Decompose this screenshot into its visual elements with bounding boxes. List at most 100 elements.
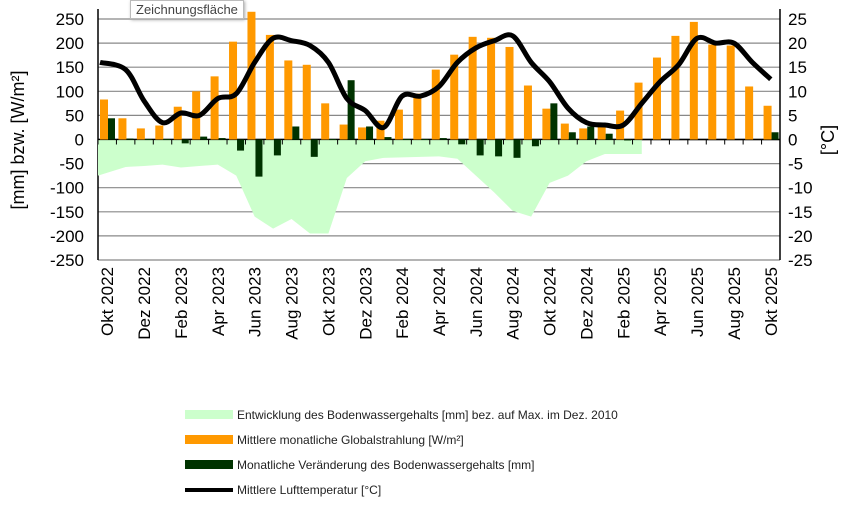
y2-tick-label: 20 bbox=[788, 34, 807, 53]
y-tick-label: 100 bbox=[56, 82, 84, 101]
soil-water-area bbox=[98, 139, 642, 234]
y2-tick-label: 5 bbox=[788, 106, 797, 125]
radiation-bar bbox=[265, 34, 274, 140]
legend-item-temperature: Mittlere Lufttemperatur [°C] bbox=[185, 477, 618, 502]
legend-item-radiation: Mittlere monatliche Globalstrahlung [W/m… bbox=[185, 427, 618, 452]
soil-change-bar bbox=[108, 118, 115, 140]
radiation-bar bbox=[652, 57, 661, 140]
legend-item-soil-change: Monatliche Veränderung des Bodenwasserge… bbox=[185, 452, 618, 477]
radiation-bar bbox=[487, 37, 496, 140]
radiation-bar bbox=[321, 103, 330, 140]
y-tick-label: -150 bbox=[50, 203, 84, 222]
soil-change-bar bbox=[144, 139, 152, 141]
y2-tick-label: -20 bbox=[788, 227, 813, 246]
radiation-bar bbox=[689, 21, 698, 140]
tooltip: Zeichnungsfläche bbox=[130, 0, 244, 19]
x-tick-label: Okt 2023 bbox=[319, 267, 338, 336]
legend-swatch bbox=[185, 460, 233, 469]
x-tick-label: Apr 2024 bbox=[430, 267, 449, 336]
radiation-bar bbox=[597, 126, 606, 140]
x-tick-label: Apr 2023 bbox=[209, 267, 228, 336]
soil-change-bar bbox=[273, 139, 281, 156]
chart: 250200150100500-50-100-150-200-250252015… bbox=[8, 9, 838, 340]
y2-tick-label: -25 bbox=[788, 251, 813, 270]
temperature-line bbox=[99, 32, 773, 131]
soil-change-bar bbox=[495, 139, 503, 157]
legend: Entwicklung des Bodenwassergehalts [mm] … bbox=[185, 402, 618, 502]
y-axis-title: [mm] bzw. [W/m²] bbox=[8, 71, 28, 210]
radiation-bar bbox=[468, 36, 477, 140]
x-tick-label: Aug 2023 bbox=[283, 267, 302, 340]
y2-tick-label: -10 bbox=[788, 179, 813, 198]
x-tick-label: Jun 2025 bbox=[688, 267, 707, 337]
y2-tick-label: -5 bbox=[788, 155, 803, 174]
radiation-bar bbox=[431, 69, 440, 140]
y-tick-label: 200 bbox=[56, 34, 84, 53]
soil-change-bar bbox=[366, 126, 374, 140]
soil-change-bar bbox=[255, 139, 263, 177]
radiation-bar bbox=[523, 85, 532, 140]
radiation-bar bbox=[579, 128, 588, 140]
radiation-bar bbox=[708, 44, 717, 140]
y-tick-label: 250 bbox=[56, 10, 84, 29]
soil-change-bar bbox=[587, 126, 595, 140]
legend-label: Monatliche Veränderung des Bodenwasserge… bbox=[237, 457, 535, 472]
x-tick-label: Okt 2025 bbox=[762, 267, 781, 336]
radiation-bar bbox=[394, 109, 403, 140]
radiation-bar bbox=[745, 86, 754, 140]
soil-change-bar bbox=[624, 139, 632, 141]
y-tick-label: -200 bbox=[50, 227, 84, 246]
radiation-bar bbox=[284, 60, 293, 140]
radiation-bar bbox=[726, 45, 735, 140]
radiation-bar bbox=[136, 128, 145, 140]
x-tick-label: Jun 2024 bbox=[467, 267, 486, 337]
y-tick-label: 150 bbox=[56, 58, 84, 77]
soil-change-bar bbox=[458, 139, 466, 145]
soil-change-bar bbox=[329, 139, 337, 141]
radiation-bar bbox=[339, 124, 348, 140]
legend-item-soil-water: Entwicklung des Bodenwassergehalts [mm] … bbox=[185, 402, 618, 427]
radiation-bar bbox=[560, 123, 569, 140]
x-tick-label: Okt 2022 bbox=[98, 267, 117, 336]
radiation-bar bbox=[155, 125, 164, 140]
radiation-bar bbox=[229, 41, 238, 140]
radiation-bar bbox=[173, 106, 182, 140]
soil-change-bar bbox=[347, 80, 355, 140]
soil-change-bar bbox=[439, 138, 447, 140]
radiation-bar bbox=[302, 64, 311, 140]
y2-axis-title: [°C] bbox=[818, 125, 838, 155]
legend-label: Mittlere monatliche Globalstrahlung [W/m… bbox=[237, 432, 464, 447]
radiation-bar bbox=[376, 120, 385, 140]
radiation-bar bbox=[100, 99, 108, 140]
soil-change-bar bbox=[181, 139, 189, 144]
legend-swatch bbox=[185, 410, 233, 419]
x-tick-label: Dez 2023 bbox=[356, 267, 375, 340]
soil-change-bar bbox=[310, 139, 318, 157]
soil-change-bar bbox=[513, 139, 521, 158]
y2-tick-label: 15 bbox=[788, 58, 807, 77]
x-tick-label: Apr 2025 bbox=[651, 267, 670, 336]
soil-change-bar bbox=[237, 139, 245, 151]
soil-change-bar bbox=[421, 139, 429, 141]
x-tick-label: Dez 2024 bbox=[577, 267, 596, 340]
y-tick-label: -50 bbox=[59, 155, 84, 174]
radiation-bar bbox=[413, 93, 422, 140]
x-tick-label: Okt 2024 bbox=[541, 267, 560, 336]
radiation-bar bbox=[671, 35, 680, 140]
soil-change-bar bbox=[771, 132, 779, 140]
soil-change-bar bbox=[402, 139, 410, 141]
y2-tick-label: 25 bbox=[788, 10, 807, 29]
x-tick-label: Aug 2024 bbox=[504, 267, 523, 340]
soil-change-bar bbox=[531, 139, 539, 147]
soil-change-bar bbox=[126, 138, 134, 140]
x-tick-label: Aug 2025 bbox=[725, 267, 744, 340]
legend-swatch bbox=[185, 487, 233, 492]
y-tick-label: -250 bbox=[50, 251, 84, 270]
soil-change-bar bbox=[292, 126, 300, 140]
radiation-bar bbox=[505, 46, 514, 140]
x-tick-label: Feb 2023 bbox=[172, 267, 191, 339]
soil-change-bar bbox=[384, 137, 392, 140]
x-tick-label: Dez 2022 bbox=[135, 267, 154, 340]
soil-change-bar bbox=[568, 132, 576, 140]
radiation-bar bbox=[763, 105, 772, 140]
